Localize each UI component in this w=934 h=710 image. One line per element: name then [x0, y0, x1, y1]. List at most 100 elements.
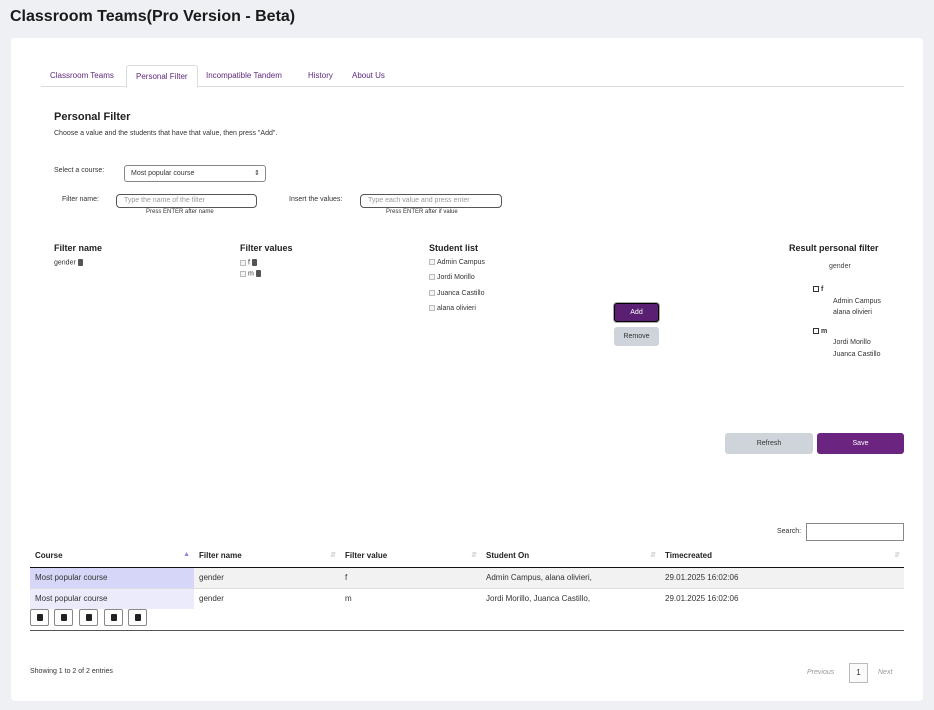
checkbox[interactable]: [813, 328, 819, 335]
save-button[interactable]: Save: [817, 433, 904, 454]
table-cell: Admin Campus, alana olivieri,: [481, 566, 660, 588]
table-bottom-divider: [30, 630, 904, 631]
student-item[interactable]: Admin Campus: [429, 259, 485, 266]
student-name: Juanca Castillo: [437, 290, 485, 297]
csv-button[interactable]: [54, 609, 73, 626]
checkbox[interactable]: [429, 305, 435, 312]
records-table: Course ▲ Filter name ⇵ Filter value ⇵ Stude…: [30, 545, 904, 609]
table-cell: f: [340, 566, 481, 588]
student-name: Jordi Morillo: [437, 274, 475, 281]
copy-button[interactable]: [30, 609, 49, 626]
insert-values-hint: Press ENTER after if value: [386, 209, 458, 215]
result-filter-name: gender: [829, 263, 851, 270]
tab-about-us[interactable]: About Us: [352, 71, 385, 80]
student-item[interactable]: alana olivieri: [429, 305, 476, 312]
filter-value-text: f: [248, 259, 250, 267]
table-info: Showing 1 to 2 of 2 entries: [30, 668, 113, 675]
table-cell: gender: [194, 587, 340, 609]
student-item[interactable]: Juanca Castillo: [429, 290, 484, 297]
tab-classroom-teams[interactable]: Classroom Teams: [50, 71, 114, 80]
filter-value-item[interactable]: f: [240, 259, 257, 266]
filter-name-text: gender: [54, 259, 76, 267]
table-cell: Most popular course: [30, 566, 194, 588]
chevron-updown-icon: ⇕: [254, 170, 260, 177]
table-cell: m: [340, 587, 481, 609]
checkbox[interactable]: [240, 270, 246, 277]
filter-value-item[interactable]: m: [240, 270, 261, 277]
refresh-button[interactable]: Refresh: [725, 433, 813, 454]
result-group-f[interactable]: f: [813, 286, 823, 293]
pdf-button[interactable]: [79, 609, 98, 626]
sort-icon: ⇵: [330, 552, 336, 559]
table-cell: 29.01.2025 16:02:06: [660, 566, 904, 588]
filter-name-input[interactable]: Type the name of the filter: [116, 194, 257, 208]
records-table-container: Course ▲ Filter name ⇵ Filter value ⇵ Stude…: [30, 545, 904, 609]
page-description: Choose a value and the students that hav…: [54, 130, 278, 137]
table-row: Most popular course gender f Admin Campu…: [30, 566, 904, 588]
course-select[interactable]: Most popular course ⇕: [124, 165, 266, 182]
result-student: Juanca Castillo: [833, 351, 881, 358]
print-icon: [111, 614, 117, 621]
trash-icon[interactable]: [251, 259, 257, 266]
app-title: Classroom Teams(Pro Version - Beta): [10, 8, 296, 25]
checkbox[interactable]: [813, 286, 819, 293]
remove-button[interactable]: Remove: [614, 327, 659, 346]
table-cell: Jordi Morillo, Juanca Castillo,: [481, 587, 660, 609]
checkbox[interactable]: [429, 290, 435, 297]
result-student: alana olivieri: [833, 309, 872, 316]
column-header-course[interactable]: Course ▲: [30, 545, 194, 568]
add-button[interactable]: Add: [614, 303, 659, 322]
filter-name-label: Filter name:: [62, 196, 99, 203]
trash-icon[interactable]: [77, 259, 83, 266]
clipboard-icon: [135, 614, 141, 621]
filter-name-hint: Press ENTER after name: [146, 209, 214, 215]
insert-values-label: Insert the values:: [289, 196, 343, 203]
result-group-m[interactable]: m: [813, 328, 827, 335]
search-input[interactable]: [806, 523, 904, 541]
pager-page-1[interactable]: 1: [849, 663, 868, 683]
tab-personal-filter[interactable]: Personal Filter: [126, 65, 198, 88]
column-header-student-on[interactable]: Student On ⇵: [481, 545, 660, 568]
column-header-filter-name[interactable]: Filter name ⇵: [194, 545, 340, 568]
sort-icon: ⇵: [471, 552, 477, 559]
result-header: Result personal filter: [789, 243, 879, 253]
checkbox[interactable]: [429, 274, 435, 281]
course-select-value: Most popular course: [131, 170, 195, 177]
copy-icon: [37, 614, 43, 621]
print-button[interactable]: [104, 609, 123, 626]
table-cell: gender: [194, 566, 340, 588]
filter-name-header: Filter name: [54, 243, 103, 253]
student-name: Admin Campus: [437, 259, 485, 266]
student-name: alana olivieri: [437, 305, 476, 312]
table-row: Most popular course gender m Jordi Moril…: [30, 587, 904, 609]
search-label: Search:: [777, 528, 802, 535]
result-student: Jordi Morillo: [833, 339, 871, 346]
filter-value-text: m: [248, 270, 254, 278]
filter-name-item[interactable]: gender: [54, 259, 83, 266]
student-list-header: Student list: [429, 243, 478, 253]
pager-previous[interactable]: Previous: [807, 669, 835, 676]
sort-asc-icon: ▲: [183, 551, 190, 558]
result-student: Admin Campus: [833, 298, 881, 305]
sort-icon: ⇵: [894, 552, 900, 559]
column-header-filter-value[interactable]: Filter value ⇵: [340, 545, 481, 568]
column-header-timecreated[interactable]: Timecreated ⇵: [660, 545, 904, 568]
csv-icon: [61, 614, 67, 621]
trash-icon[interactable]: [255, 270, 261, 277]
tab-history[interactable]: History: [308, 71, 333, 80]
page-title: Personal Filter: [54, 111, 131, 123]
student-item[interactable]: Jordi Morillo: [429, 274, 475, 281]
tab-bar: Classroom Teams Personal Filter Incompat…: [41, 65, 904, 88]
select-course-label: Select a course:: [54, 167, 105, 174]
table-cell: Most popular course: [30, 587, 194, 609]
clipboard-button[interactable]: [128, 609, 147, 626]
pdf-icon: [86, 614, 92, 621]
checkbox[interactable]: [429, 259, 435, 266]
sort-icon: ⇵: [650, 552, 656, 559]
checkbox[interactable]: [240, 259, 246, 266]
tab-incompatible-tandem[interactable]: Incompatible Tandem: [206, 71, 282, 80]
insert-values-input[interactable]: Type each value and press enter: [360, 194, 502, 208]
filter-values-header: Filter values: [240, 243, 293, 253]
pager-next[interactable]: Next: [878, 669, 893, 676]
table-cell: 29.01.2025 16:02:06: [660, 587, 904, 609]
